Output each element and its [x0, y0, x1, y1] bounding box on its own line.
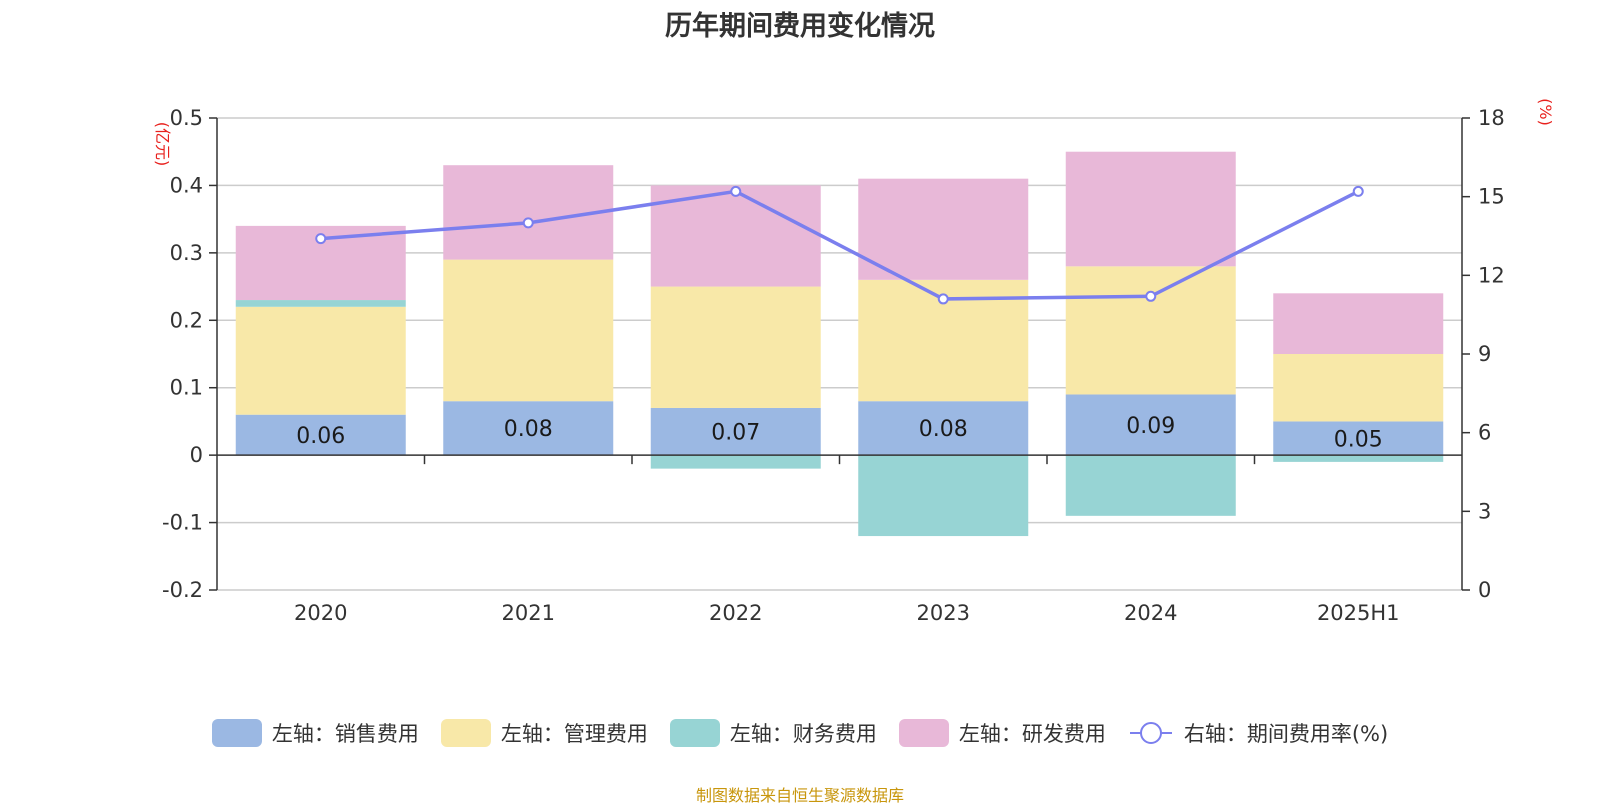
bar-segment [443, 259, 614, 402]
expense-ratio-point [937, 293, 949, 305]
chart-legend: 左轴：销售费用 左轴：管理费用 左轴：财务费用 左轴：研发费用 右轴：期间费用率(%) [0, 718, 1600, 748]
right-axis-tick-label: 12 [1478, 263, 1505, 287]
left-axis-tick-label: 0 [190, 443, 203, 467]
bar-data-label: 0.08 [919, 417, 968, 442]
right-axis-tick-label: 3 [1478, 499, 1491, 523]
bar-segment [1065, 266, 1236, 395]
expense-ratio-point [522, 217, 534, 229]
left-axis-tick-label: 0.2 [170, 308, 203, 332]
bar-segment [235, 306, 406, 415]
x-axis-category-label: 2021 [502, 601, 555, 625]
expense-ratio-point [730, 185, 742, 197]
bar-segment [1273, 293, 1444, 354]
right-axis-tick-label: 18 [1478, 106, 1505, 130]
legend-swatch [898, 719, 949, 747]
bar-segment [650, 286, 821, 408]
data-source-note: 制图数据来自恒生聚源数据库 [695, 786, 904, 805]
x-axis-category-label: 2024 [1124, 601, 1177, 625]
bar-segment [443, 165, 614, 260]
legend-label: 左轴：研发费用 [958, 722, 1106, 746]
chart-canvas: -0.2 -0.1 0 0.1 0.2 0.3 0.4 0.5 0 3 6 9 12 15 18 (亿元) (%… [153, 98, 1555, 625]
bar-data-label: 0.08 [504, 417, 553, 442]
left-axis-tick-label: -0.2 [162, 578, 203, 602]
legend-item[interactable]: 左轴：研发费用 [898, 718, 1106, 748]
x-axis-category-label: 2022 [709, 601, 762, 625]
bar-data-label: 0.09 [1126, 414, 1175, 439]
bar-segment [1273, 455, 1444, 462]
bar-segment [235, 414, 406, 456]
legend-swatch [669, 719, 720, 747]
bar-segment [858, 455, 1029, 537]
legend-item[interactable]: 右轴：期间费用率(%) [1128, 718, 1388, 748]
bar-segment [858, 401, 1029, 456]
x-axis-category-label: 2023 [917, 601, 970, 625]
legend-label: 左轴：财务费用 [729, 722, 877, 746]
right-axis-tick-label: 15 [1478, 185, 1505, 209]
legend-swatch [211, 719, 262, 747]
bar-segment [1273, 421, 1444, 456]
expense-ratio-point [1145, 290, 1157, 302]
legend-label: 右轴：期间费用率(%) [1183, 722, 1389, 746]
left-axis-tick-label: 0.4 [170, 173, 203, 197]
left-axis-tick-label: 0.3 [170, 241, 203, 265]
legend-label: 左轴：销售费用 [271, 722, 419, 746]
legend-item[interactable]: 左轴：销售费用 [211, 718, 419, 748]
bar-data-label: 0.07 [711, 421, 760, 446]
bar-segment [650, 407, 821, 456]
legend-item[interactable]: 左轴：财务费用 [669, 718, 877, 748]
bar-segment [443, 401, 614, 456]
x-axis-category-label: 2020 [294, 601, 347, 625]
left-axis-tick-label: 0.1 [170, 376, 203, 400]
left-axis-unit: (亿元) [153, 122, 172, 167]
bar-segment [650, 455, 821, 469]
left-axis-tick-label: -0.1 [162, 511, 203, 535]
right-axis-tick-label: 0 [1478, 578, 1491, 602]
bar-segment [1065, 151, 1236, 267]
expense-ratio-point [315, 233, 327, 245]
bar-data-label: 0.06 [296, 424, 345, 449]
x-axis-category-label: 2025H1 [1317, 601, 1400, 625]
chart-title: 历年期间费用变化情况 [665, 11, 935, 42]
right-axis-tick-label: 9 [1478, 342, 1491, 366]
legend-line-marker-icon [1129, 722, 1172, 744]
expense-ratio-point [1352, 185, 1364, 197]
bar-data-label: 0.05 [1334, 427, 1383, 452]
bar-segment [1065, 394, 1236, 456]
expense-ratio-line [320, 189, 1360, 301]
bar-segment [858, 178, 1029, 280]
right-axis-unit: (%) [1536, 98, 1555, 126]
legend-item[interactable]: 左轴：管理费用 [440, 718, 648, 748]
legend-swatch [440, 719, 491, 747]
left-axis-tick-label: 0.5 [170, 106, 203, 130]
bar-segment [1273, 354, 1444, 422]
bar-segment [650, 185, 821, 287]
legend-label: 左轴：管理费用 [500, 722, 648, 746]
bar-segment [1065, 455, 1236, 516]
right-axis-tick-label: 6 [1478, 421, 1491, 445]
bar-segment [235, 300, 406, 307]
